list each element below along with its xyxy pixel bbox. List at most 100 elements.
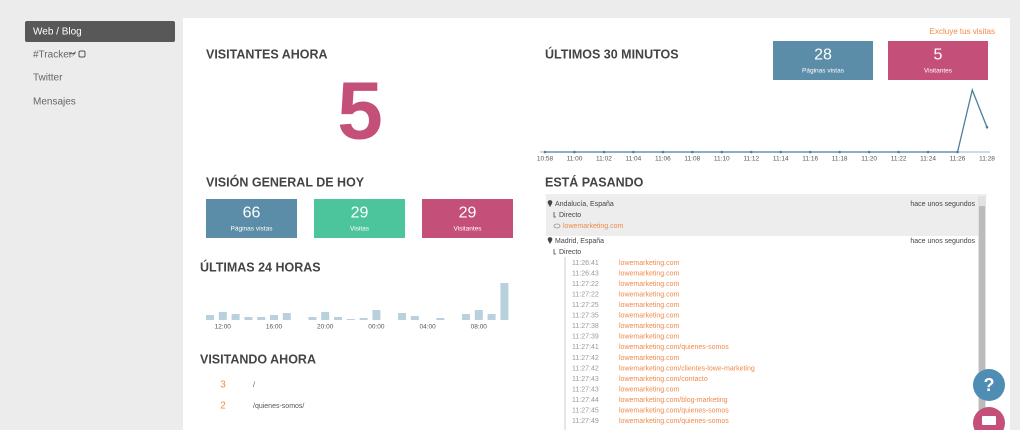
visit-time: 11:27:43 xyxy=(572,386,599,393)
point xyxy=(897,150,900,154)
bar xyxy=(334,317,342,320)
bar xyxy=(410,316,419,320)
bar xyxy=(231,314,240,320)
visit-time: 11:27:22 xyxy=(572,291,599,298)
menu-item[interactable]: Web / Blog xyxy=(33,27,82,38)
point xyxy=(749,150,753,154)
x-tick-label: 11:00 xyxy=(567,156,583,163)
x-tick-label: 04:00 xyxy=(419,324,436,331)
stat-box xyxy=(422,199,513,238)
point xyxy=(926,150,930,154)
x-tick-label: 12:00 xyxy=(215,324,232,331)
source: Directo xyxy=(559,249,581,256)
visit-url[interactable]: lowemarketing.com/blog-marketing xyxy=(619,397,728,404)
visit-time: 11:26:43 xyxy=(572,270,599,277)
chat-icon xyxy=(982,416,996,425)
menu-item[interactable]: Mensajes xyxy=(33,97,76,108)
visit-count: 3 xyxy=(220,380,226,391)
bar xyxy=(398,313,406,320)
line xyxy=(545,87,988,153)
bar xyxy=(359,318,368,320)
point xyxy=(602,150,606,154)
exclude-link[interactable]: Excluye tus visitas xyxy=(930,27,995,36)
visit-url[interactable]: lowemarketing.com/contacto xyxy=(619,376,708,383)
stat-label: Visitantes xyxy=(924,68,953,75)
help-icon: ? xyxy=(984,375,995,395)
visit-url[interactable]: lowemarketing.com xyxy=(619,313,679,320)
stat-value: 28 xyxy=(814,47,832,64)
eye-icon xyxy=(553,223,561,229)
visit-time: 11:27:39 xyxy=(572,334,599,341)
x-tick-label: 10:58 xyxy=(537,156,554,163)
menu-item[interactable]: #Tracker xyxy=(33,50,73,61)
pin-icon xyxy=(547,200,553,207)
x-tick-label: 20:00 xyxy=(317,324,334,331)
visit-path: / xyxy=(253,382,255,389)
x-tick-label: 11:26 xyxy=(950,156,966,163)
bar xyxy=(346,319,355,320)
visit-url[interactable]: lowemarketing.com xyxy=(619,334,679,341)
visit-url[interactable]: lowemarketing.com xyxy=(619,270,679,277)
visit-url[interactable]: lowemarketing.com xyxy=(619,355,679,362)
bar xyxy=(257,317,266,320)
visit-url[interactable]: lowemarketing.com/quienes-somos xyxy=(619,408,729,415)
visit-time: 11:26:41 xyxy=(572,260,599,267)
stat-box xyxy=(773,41,873,80)
point xyxy=(985,125,989,129)
stat-box xyxy=(314,199,405,238)
active-menu-bg xyxy=(25,21,175,42)
visit-url[interactable]: lowemarketing.com/quienes-somos xyxy=(619,418,729,425)
stat-label: Páginas vistas xyxy=(231,226,274,233)
visit-time: 11:27:41 xyxy=(572,344,599,351)
instagram-icon xyxy=(78,50,86,58)
point xyxy=(543,150,547,154)
section-title: ÚLTIMOS 30 MINUTOS xyxy=(545,46,679,61)
visit-url[interactable]: lowemarketing.com/quienes-somos xyxy=(619,344,729,351)
bar xyxy=(372,310,381,320)
visit-time: 11:27:42 xyxy=(572,355,599,362)
visit-url[interactable]: lowemarketing.com xyxy=(563,223,623,230)
visit-url[interactable]: lowemarketing.com xyxy=(619,291,679,298)
visit-url[interactable]: lowemarketing.com/clientes-lowe-marketin… xyxy=(619,365,755,372)
menu-item[interactable]: Twitter xyxy=(33,73,63,84)
bar xyxy=(308,317,317,320)
source-icon xyxy=(553,212,556,218)
point xyxy=(838,150,841,154)
x-tick-label: 11:20 xyxy=(861,156,877,163)
section-title: ESTÁ PASANDO xyxy=(545,174,644,189)
visit-url[interactable]: lowemarketing.com xyxy=(619,281,679,288)
visit-url[interactable]: lowemarketing.com xyxy=(619,386,679,393)
visit-time: 11:27:49 xyxy=(572,418,599,425)
x-tick-label: 00:00 xyxy=(368,324,385,331)
section-title: VISITANDO AHORA xyxy=(200,352,316,366)
visit-time: 11:27:45 xyxy=(572,408,599,415)
point xyxy=(661,150,665,154)
point xyxy=(573,150,576,154)
point xyxy=(691,150,694,154)
scrollbar-thumb[interactable] xyxy=(979,206,985,430)
time-ago: hace unos segundos xyxy=(910,201,975,208)
stat-value: 5 xyxy=(934,47,943,64)
visit-url[interactable]: lowemarketing.com xyxy=(619,302,679,309)
visit-time: 11:27:38 xyxy=(572,323,599,330)
help-button[interactable] xyxy=(973,369,1005,401)
bar xyxy=(282,313,291,320)
bar xyxy=(244,317,253,320)
visit-time: 11:27:22 xyxy=(572,281,599,288)
section-title: ÚLTIMAS 24 HORAS xyxy=(200,259,321,274)
stat-value: 29 xyxy=(351,205,369,222)
x-tick-label: 11:22 xyxy=(891,156,907,163)
location: Madrid, España xyxy=(555,238,604,245)
twitter-icon xyxy=(68,51,76,57)
stat-label: Páginas vistas xyxy=(802,68,845,75)
visitors-now-value: 5 xyxy=(337,66,383,157)
visit-time: 11:27:44 xyxy=(572,397,599,404)
x-tick-label: 11:10 xyxy=(714,156,730,163)
x-tick-label: 11:04 xyxy=(626,156,642,163)
visit-count: 2 xyxy=(220,401,226,412)
visit-url[interactable]: lowemarketing.com xyxy=(619,260,679,267)
visit-url[interactable]: lowemarketing.com xyxy=(619,323,679,330)
x-tick-label: 11:06 xyxy=(655,156,671,163)
